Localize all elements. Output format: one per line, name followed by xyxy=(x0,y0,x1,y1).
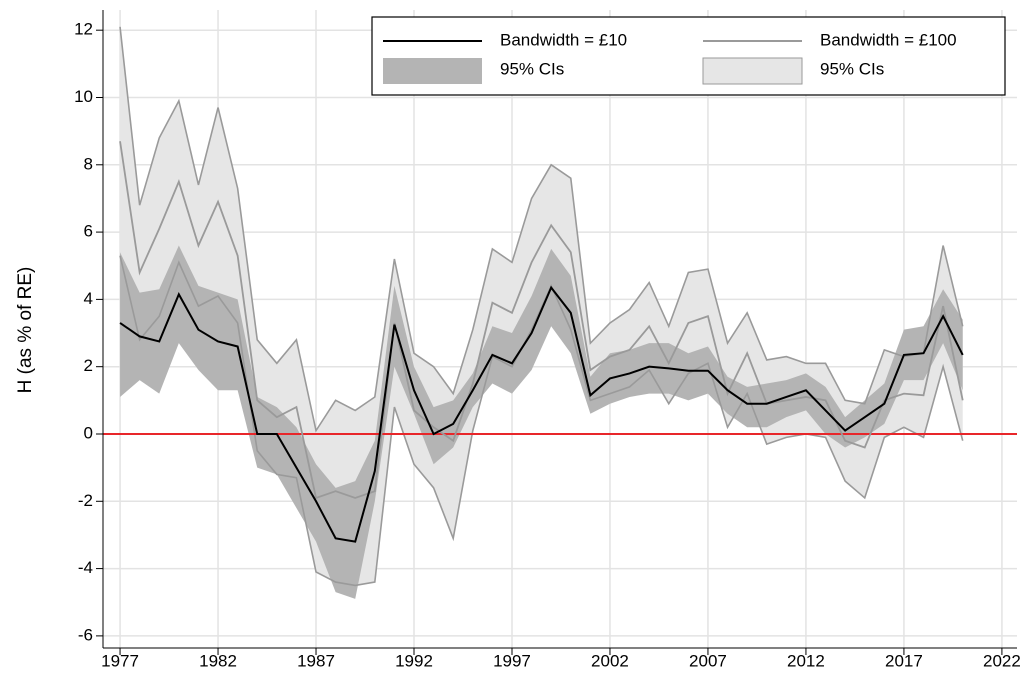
ci-edge xyxy=(119,26,964,433)
legend-label: 95% CIs xyxy=(820,59,884,78)
y-tick-label: -6 xyxy=(78,625,93,644)
y-tick-label: 12 xyxy=(74,20,93,39)
x-tick-label: 2007 xyxy=(689,651,727,670)
legend-swatch xyxy=(383,58,482,84)
y-tick-label: -2 xyxy=(78,491,93,510)
legend-label: Bandwidth = £10 xyxy=(500,30,627,49)
y-tick-label: 6 xyxy=(84,222,93,241)
y-axis-label: H (as % of RE) xyxy=(15,267,36,394)
y-tick-label: 10 xyxy=(74,87,93,106)
y-tick-label: 0 xyxy=(84,423,93,442)
x-tick-label: 1997 xyxy=(493,651,531,670)
legend: Bandwidth = £10 95% CIs Bandwidth = £100 95… xyxy=(371,16,1006,96)
legend-label: Bandwidth = £100 xyxy=(820,30,957,49)
x-tick-label: 1982 xyxy=(199,651,237,670)
y-tick-label: 2 xyxy=(84,356,93,375)
legend-label: 95% CIs xyxy=(500,59,564,78)
lines xyxy=(103,26,1017,587)
legend-swatch xyxy=(702,57,803,85)
series-line xyxy=(119,285,964,543)
x-tick-label: 2012 xyxy=(787,651,825,670)
y-tick-label: 8 xyxy=(84,154,93,173)
x-tick-label: 2022 xyxy=(983,651,1021,670)
x-tick-label: 1977 xyxy=(101,651,139,670)
series-line xyxy=(119,141,964,500)
x-tick-label: 1987 xyxy=(297,651,335,670)
y-tick-label: -4 xyxy=(78,558,93,577)
y-tick-label: 4 xyxy=(84,289,93,308)
x-tick-label: 2002 xyxy=(591,651,629,670)
ci-band xyxy=(120,245,963,599)
x-tick-label: 2017 xyxy=(885,651,923,670)
x-tick-label: 1992 xyxy=(395,651,433,670)
axes: 1977 1982 1987 1992 1997 2002 2007 2012 2017 2022… xyxy=(74,10,1021,670)
